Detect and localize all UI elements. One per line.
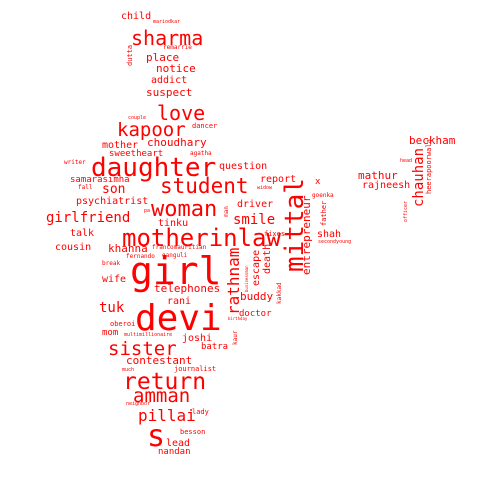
word-head: head xyxy=(400,158,412,164)
word-driver: driver xyxy=(237,199,273,210)
word-dutta: dutta xyxy=(126,45,134,66)
word-fernando: fernando xyxy=(126,253,155,260)
word-love: love xyxy=(157,101,205,125)
word-student: student xyxy=(160,174,249,198)
word-devi: devi xyxy=(135,298,222,339)
word-secondyoung: secondyoung xyxy=(318,239,351,245)
word-break: break xyxy=(102,260,120,267)
word-talk: talk xyxy=(70,228,94,239)
word-s: s xyxy=(147,419,165,454)
word-agatha: agatha xyxy=(190,150,212,157)
word-beckham: beckham xyxy=(409,134,456,147)
word-daughter: daughter xyxy=(91,153,216,183)
word-rathnam: rathnam xyxy=(224,248,243,315)
word-couple: couple xyxy=(128,115,146,121)
word-kakkad: kakkad xyxy=(276,282,283,304)
word-smile: smile xyxy=(233,212,275,228)
word-pillai: pillai xyxy=(138,406,196,425)
word-girl: girl xyxy=(130,249,222,293)
word-woman: woman xyxy=(151,197,217,222)
word-officer: officer xyxy=(403,201,409,222)
word-goenka: goenka xyxy=(312,192,334,199)
word-chauhan: chauhan xyxy=(411,148,427,207)
word-notice: notice xyxy=(156,62,196,75)
word-francomauritian: francomauritian xyxy=(152,244,207,251)
word-report: report xyxy=(260,174,296,185)
word-besson: besson xyxy=(180,428,205,436)
word-child: child xyxy=(121,11,151,22)
word-addict: addict xyxy=(151,75,187,86)
word-ganguli: ganguli xyxy=(162,252,188,259)
word-psychiatrist: psychiatrist xyxy=(76,196,148,207)
word-death: death xyxy=(262,244,273,274)
word-kapoor: kapoor xyxy=(117,119,186,141)
word-wife: wife xyxy=(102,274,126,285)
word-businessman: businessman xyxy=(244,265,249,292)
word-oberoi: oberoi xyxy=(110,320,135,328)
word-fall: fall xyxy=(78,184,93,191)
word-journalist: journalist xyxy=(174,365,216,373)
word-shah: shah xyxy=(317,229,341,240)
word-fixes: fixes xyxy=(264,230,285,238)
word-mariodkar: mariodkar xyxy=(153,19,180,25)
word-widow: widow xyxy=(257,185,273,191)
word-son: son xyxy=(102,182,125,197)
word-father: father xyxy=(320,201,328,226)
word-mother: mother xyxy=(102,140,138,151)
word-mom: mom xyxy=(102,328,118,338)
word-rani: rani xyxy=(167,296,191,307)
word-girlfriend: girlfriend xyxy=(46,210,130,226)
word-sister: sister xyxy=(108,338,177,360)
word-lead: lead xyxy=(166,438,190,449)
word-kaur: kaur xyxy=(232,330,239,345)
word-tinku: tinku xyxy=(158,218,188,229)
word-sharma: sharma xyxy=(131,26,203,50)
word-pa: pa xyxy=(144,208,150,214)
word-contestant: contestant xyxy=(126,354,192,367)
word-buddy: buddy xyxy=(240,290,273,303)
word-x: x xyxy=(315,177,321,187)
word-motherinlaw: motherinlaw xyxy=(122,224,281,252)
word-return: return xyxy=(123,369,206,395)
word-amman: amman xyxy=(133,385,190,407)
word-remarrie: remarrie xyxy=(163,44,192,51)
word-cousin: cousin xyxy=(55,242,91,253)
word-man: man xyxy=(223,206,230,217)
word-mittal: mittal xyxy=(280,178,310,272)
word-much: much xyxy=(122,367,134,373)
word-birthday: birthday xyxy=(228,316,248,321)
word-batra: batra xyxy=(201,342,228,352)
word-entrepreneur: entrepreneur xyxy=(300,195,313,275)
word-dancer: dancer xyxy=(192,122,217,130)
word-samarasimha: samarasimha xyxy=(70,175,130,185)
word-rajneesh: rajneesh xyxy=(362,180,410,191)
word-place: place xyxy=(146,51,179,64)
word-tuk: tuk xyxy=(99,300,125,316)
word-suspect: suspect xyxy=(146,86,192,99)
word-joshi: joshi xyxy=(182,333,212,344)
word-doctor: doctor xyxy=(239,309,272,319)
word-question: question xyxy=(219,161,267,172)
word-choudhary: choudhary xyxy=(147,136,207,149)
word-khanna: khanna xyxy=(108,242,148,255)
word-multimillionaire: multimillionaire xyxy=(124,332,172,338)
word-heerapoorwala: heerapoorwala xyxy=(425,139,433,194)
word-lady: lady xyxy=(192,408,209,416)
word-nandan: nandan xyxy=(158,447,191,457)
word-neighbor: neighbor xyxy=(126,401,150,407)
word-sweetheart: sweetheart xyxy=(109,149,163,159)
word-escape: escape xyxy=(251,250,262,286)
word-mathur: mathur xyxy=(358,169,398,182)
word-telephones: telephones xyxy=(154,282,220,295)
word-writer: writer xyxy=(64,159,86,166)
